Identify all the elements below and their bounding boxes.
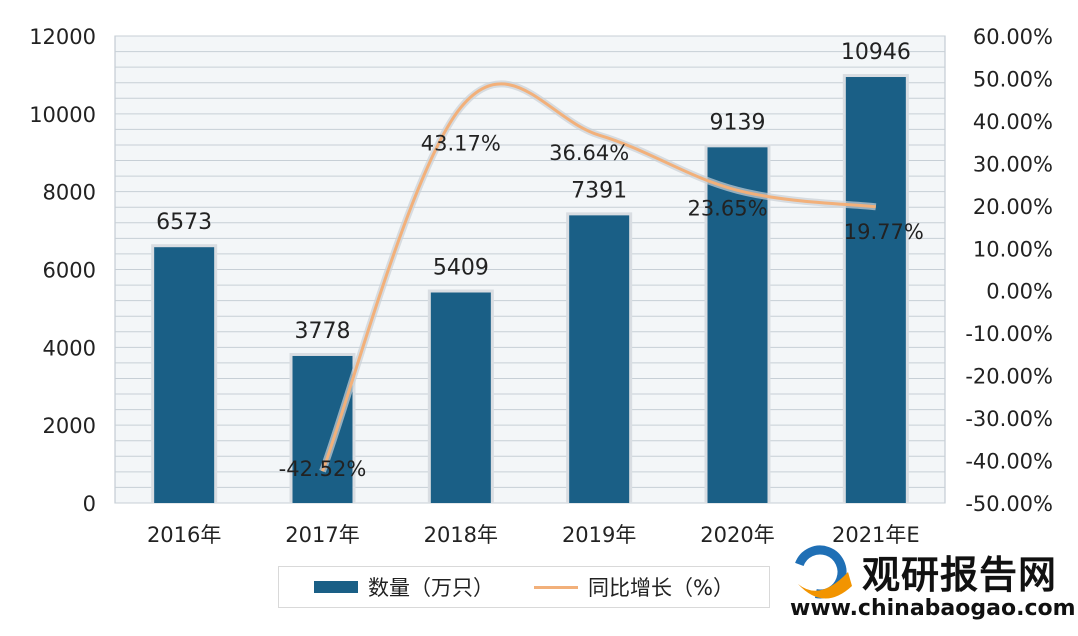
- y-right-tick-label: 20.00%: [973, 195, 1053, 219]
- bar-value-label: 7391: [571, 178, 627, 203]
- legend-label-line: 同比增长（%）: [588, 576, 734, 600]
- bar: [707, 147, 768, 503]
- brand-name: 观研报告网: [862, 553, 1058, 597]
- y-right-tick-label: -50.00%: [965, 492, 1053, 516]
- line-value-label: 23.65%: [687, 196, 767, 220]
- y-right-tick-label: -20.00%: [965, 365, 1053, 389]
- y-right-tick-label: 50.00%: [973, 67, 1053, 91]
- x-tick-label: 2020年: [700, 523, 774, 547]
- bar: [430, 292, 491, 503]
- y-right-tick-label: -30.00%: [965, 407, 1053, 431]
- x-tick-label: 2019年: [562, 523, 636, 547]
- y-right-tick-label: -40.00%: [965, 450, 1053, 474]
- legend-swatch-bar: [314, 581, 359, 593]
- bar-value-label: 9139: [710, 110, 766, 135]
- line-value-label: -42.52%: [279, 457, 367, 481]
- y-left-tick-label: 12000: [29, 25, 96, 49]
- legend-item-line: 同比增长（%）: [534, 572, 734, 602]
- y-right-tick-label: 30.00%: [973, 152, 1053, 176]
- y-left-tick-label: 0: [83, 492, 96, 516]
- y-right-tick-label: 10.00%: [973, 237, 1053, 261]
- x-tick-label: 2017年: [285, 523, 359, 547]
- bar-value-label: 6573: [156, 210, 212, 235]
- line-value-label: 19.77%: [844, 220, 924, 244]
- x-tick-label: 2021年E: [832, 523, 920, 547]
- bar: [845, 77, 906, 504]
- bar: [292, 355, 353, 503]
- y-right-tick-label: 0.00%: [986, 280, 1053, 304]
- bar-value-label: 5409: [433, 255, 489, 280]
- x-tick-label: 2016年: [147, 523, 221, 547]
- bar: [569, 215, 630, 503]
- y-left-tick-label: 6000: [43, 259, 96, 283]
- legend: 数量（万只） 同比增长（%）: [278, 566, 770, 608]
- y-left-tick-label: 8000: [43, 181, 96, 205]
- legend-item-bar: 数量（万只）: [314, 572, 494, 602]
- y-right-tick-label: 60.00%: [973, 25, 1053, 49]
- bar-value-label: 10946: [841, 40, 911, 65]
- brand-watermark: 观研报告网 www.chinabaogao.com: [790, 540, 1076, 630]
- line-value-label: 43.17%: [421, 131, 501, 155]
- growth-line: [321, 82, 877, 472]
- line-value-label: 36.64%: [549, 141, 629, 165]
- y-left-tick-label: 2000: [43, 414, 96, 438]
- legend-label-bar: 数量（万只）: [368, 576, 495, 600]
- y-right-tick-label: -10.00%: [965, 322, 1053, 346]
- brand-url: www.chinabaogao.com: [790, 596, 1076, 621]
- x-tick-label: 2018年: [424, 523, 498, 547]
- y-right-tick-label: 40.00%: [973, 110, 1053, 134]
- bar: [154, 247, 215, 503]
- legend-swatch-line: [534, 585, 579, 589]
- y-left-tick-label: 10000: [29, 103, 96, 127]
- y-left-tick-label: 4000: [43, 336, 96, 360]
- brand-logo-icon: [793, 545, 852, 599]
- bar-value-label: 3778: [295, 319, 351, 344]
